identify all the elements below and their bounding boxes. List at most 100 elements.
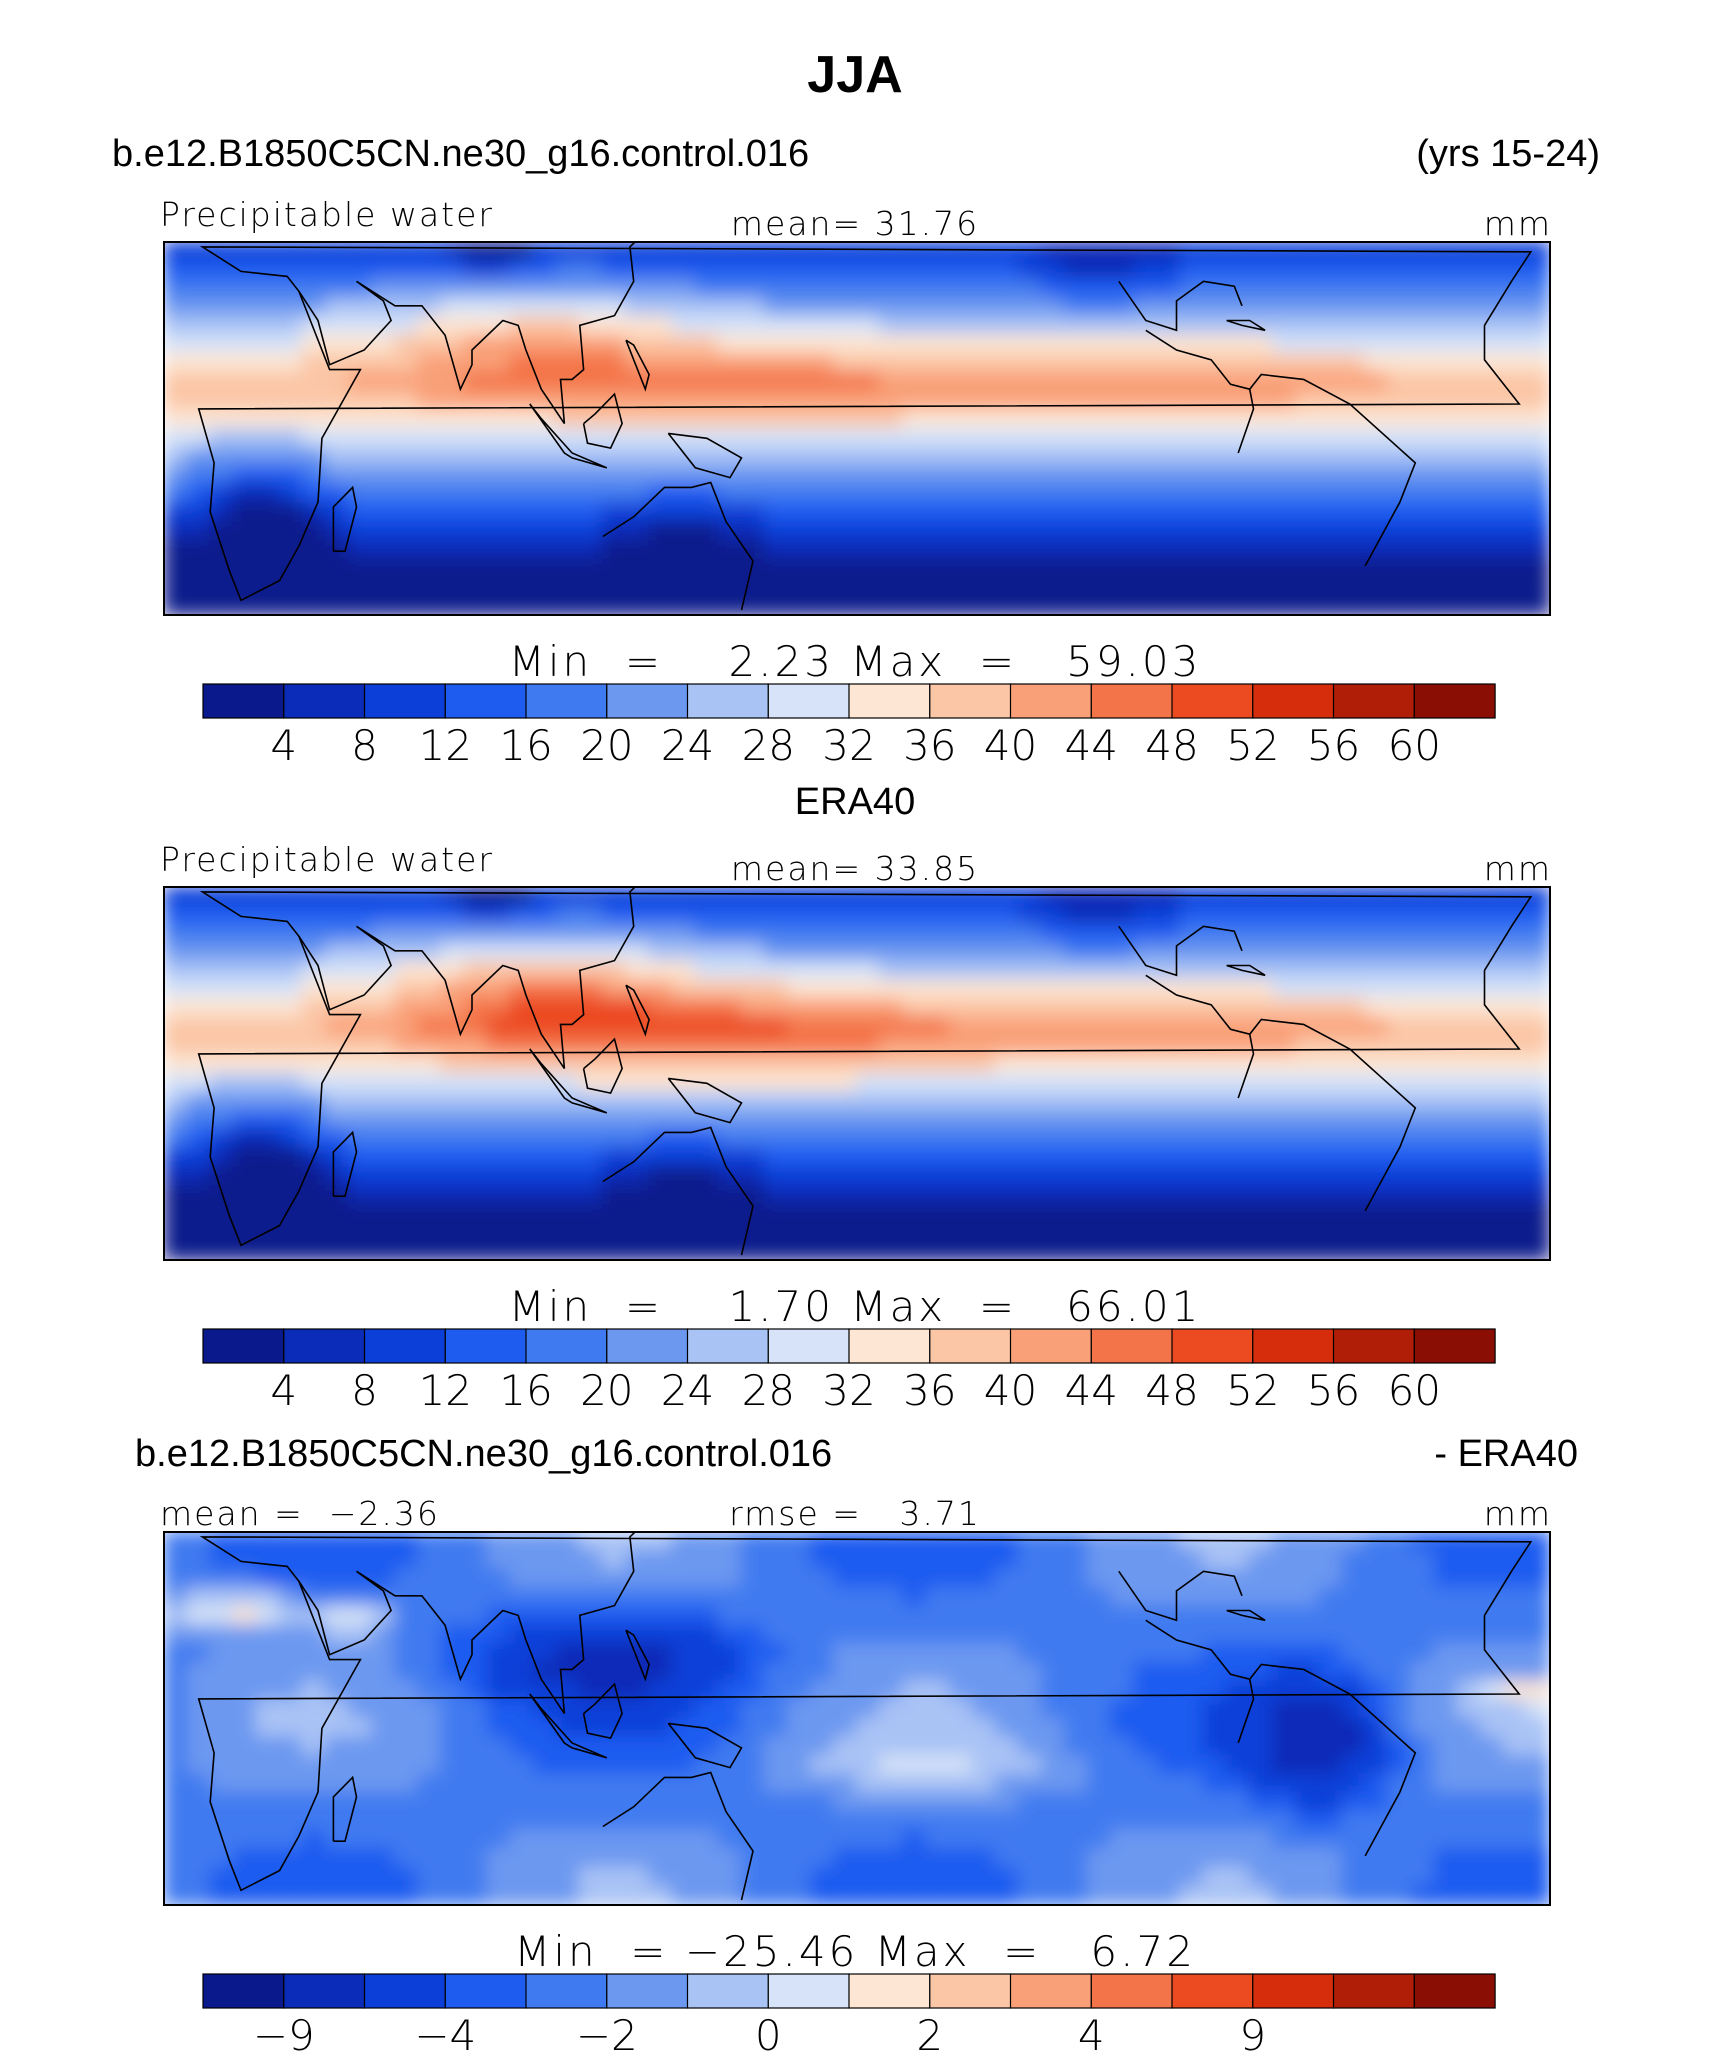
map-cell [879,296,905,318]
map-cell [486,1568,512,1589]
map-cell [1179,1240,1205,1260]
colorbar-tick-label: 20 [580,1366,633,1415]
map-cell [232,997,258,1019]
map-cell [347,446,373,467]
coastline [602,481,754,611]
map-cell [1479,923,1505,944]
map-cell [694,539,720,560]
map-cell [1525,942,1550,963]
map-cell [578,1549,604,1571]
colorbar-swatch [1171,1973,1254,2009]
map-cell [925,502,951,523]
map-cell [1063,1773,1089,1795]
coastline [1145,329,1250,390]
map-cell [1456,1091,1482,1112]
colorbar-swatch [202,1328,285,1364]
map-cell [486,1829,512,1850]
map-cell [532,1568,558,1589]
map-cell [209,259,235,281]
map-cell [1456,371,1482,393]
map-cell [1364,1016,1390,1038]
map-cell [1133,334,1159,355]
map-cell [278,1072,304,1094]
map-cell [971,904,997,926]
map-cell [324,408,350,430]
map-cell [1294,1221,1320,1243]
map-cell [186,595,212,615]
map-cell [1156,1866,1182,1888]
map-cell [925,923,951,944]
map-cell [417,1240,443,1260]
map-cell [1271,576,1297,598]
map-cell [832,1053,858,1075]
map-cell [1294,1072,1320,1094]
map-cell [1017,1240,1043,1260]
map-cell [809,887,835,907]
map-cell [324,464,350,486]
map-cell [1040,1549,1066,1571]
map-cell [694,1698,720,1720]
map-cell [278,1109,304,1131]
map-cell [209,278,235,299]
map-cell [994,1016,1020,1038]
map-cell [1040,1792,1066,1813]
map-cell [1017,1532,1043,1552]
map-cell [925,1240,951,1260]
map-cell [209,1661,235,1683]
map-cell [948,942,974,963]
map-cell [440,1016,466,1038]
map-cell [486,595,512,615]
map-cell [1225,979,1251,1000]
map-cell [786,242,812,262]
map-cell [786,464,812,486]
map-cell [1225,1885,1251,1905]
map-cell [1387,1165,1413,1187]
map-cell [555,904,581,926]
colorbar-tick-label: 36 [903,1366,956,1415]
map-cell [417,1754,443,1776]
map-cell [694,390,720,411]
map-cell [555,539,581,560]
map-cell [994,464,1020,486]
map-cell [856,1829,882,1850]
map-cell [786,259,812,281]
map-cell [1433,1072,1459,1094]
map-cell [1110,887,1136,907]
map-cell [255,1532,281,1552]
map-cell [486,1091,512,1112]
map-cell [1040,296,1066,318]
map-cell [1456,1848,1482,1869]
map-cell [301,595,327,615]
map-cell [394,1773,420,1795]
map-cell [440,1661,466,1683]
map-cell [1294,942,1320,963]
map-cell [232,520,258,542]
map-cell [255,1810,281,1832]
map-cell [763,1698,789,1720]
map-cell [601,1605,627,1627]
colorbar-tick-label: 20 [580,721,633,770]
map-cell [509,1053,535,1075]
map-cell [1017,1203,1043,1224]
map-cell [347,334,373,355]
map-cell [578,539,604,560]
colorbar-swatch [1413,1328,1496,1364]
map-cell [1271,1624,1297,1645]
map-cell [1087,904,1113,926]
map-cell [763,315,789,337]
map-cell [879,923,905,944]
map-cell [1294,278,1320,299]
map-cell [1202,464,1228,486]
map-cell [809,390,835,411]
map-cell [1341,1240,1367,1260]
map-cell [1502,1072,1528,1094]
map-cell [1133,1035,1159,1056]
map-cell [694,278,720,299]
map-cell [1364,427,1390,449]
map-cell [1341,1147,1367,1168]
map-cell [440,446,466,467]
map-cell [1479,1642,1505,1664]
map-cell [648,1128,674,1150]
map-cell [1525,483,1550,504]
map-cell [832,887,858,907]
